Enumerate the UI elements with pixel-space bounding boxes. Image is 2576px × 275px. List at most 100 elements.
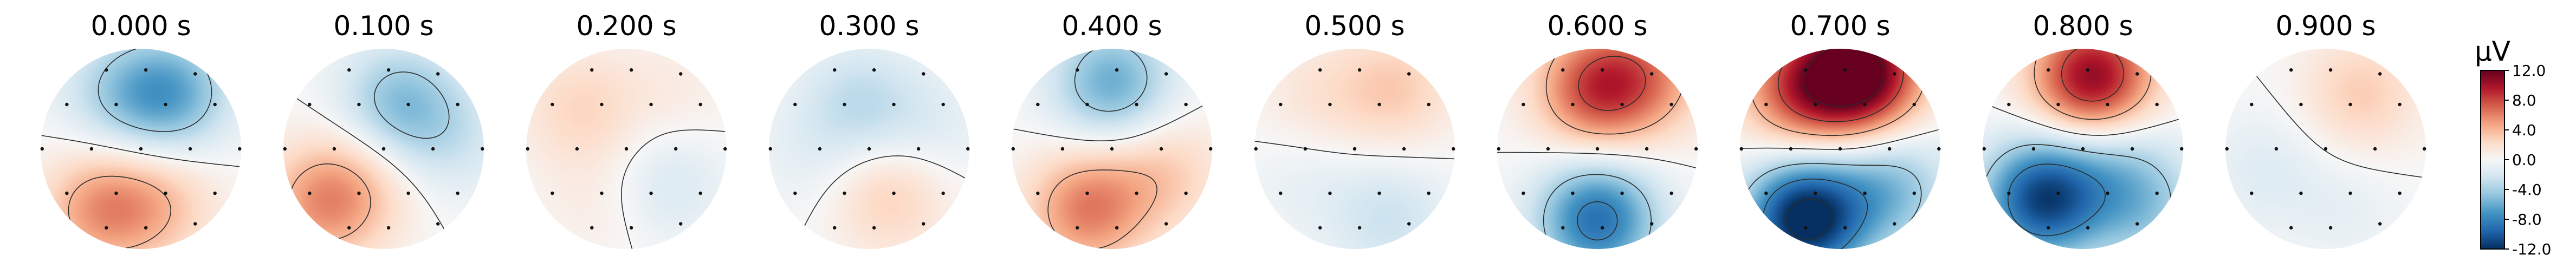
sensor-dot [1814,102,1817,107]
sensor-dot [723,147,727,151]
topomap-title: 0.700 s [1790,10,1890,42]
topomap-title: 0.400 s [1062,10,1162,42]
sensor-dot [40,147,44,151]
sensor-dot [2180,147,2184,151]
sensor-dot [1546,147,1550,151]
colorbar-tick-label: -8.0 [2512,211,2542,228]
sensor-dot [1620,191,1624,195]
sensor-dot [1645,147,1649,151]
sensor-dot [843,102,846,107]
colorbar-gradient [2481,70,2504,249]
sensor-dot [1076,226,1079,230]
sensor-dot [139,147,143,151]
sensor-dot [2328,68,2333,72]
colorbar-tick-label: 8.0 [2512,91,2536,109]
sensor-dot [867,147,871,151]
sensor-dot [629,226,633,230]
sensor-dot [1522,191,1525,195]
sensor-dot [431,147,435,151]
sensor-dot [1620,102,1624,107]
sensor-dot [1863,102,1867,107]
sensor-dot [2348,102,2352,107]
sensor-dot [406,191,410,195]
sensor-dot [308,102,312,107]
sensor-dot [793,191,797,195]
sensor-dot [164,191,167,195]
sensor-dot [238,147,242,151]
sensor-dot [2348,191,2352,195]
sensor-dot [2289,226,2293,230]
topomap-title: 0.200 s [576,10,676,42]
topomap-title: 0.900 s [2275,10,2376,42]
sensor-dot [213,191,217,195]
sensor-dot [698,102,702,107]
sensor-dot [2056,102,2060,107]
sensor-dot [941,191,945,195]
sensor-dot [2047,68,2050,72]
sensor-dot [105,226,108,230]
sensor-dot [1254,147,1258,151]
sensor-dot [456,191,459,195]
sensor-dot [1279,191,1283,195]
sensor-dot [386,226,391,230]
sensor-dot [2106,191,2109,195]
sensor-dot [1159,147,1163,151]
colorbar-tick-label: 4.0 [2512,121,2536,139]
sensor-dot [1427,191,1431,195]
sensor-dot [1209,147,1213,151]
sensor-dot [1764,191,1768,195]
sensor-dot [2135,222,2139,226]
sensor-dot [2398,102,2402,107]
sensor-dot [833,68,837,72]
sensor-dot [188,147,192,151]
colorbar-unit-label: µV [2475,36,2510,67]
sensor-dot [2423,147,2426,151]
sensor-dot [1669,102,1673,107]
sensor-dot [1452,147,1455,151]
colorbar-tick-label: 0.0 [2512,151,2536,169]
sensor-dot [1377,191,1381,195]
sensor-dot [1561,226,1565,230]
sensor-dot [2299,102,2303,107]
sensor-dot [1402,147,1406,151]
topomap-title: 0.800 s [2033,10,2133,42]
topomap-panel: 0.300 s [768,10,970,249]
sensor-dot [2047,226,2050,230]
sensor-dot [833,226,837,230]
sensor-dot [892,191,896,195]
sensor-dot [1357,68,1362,72]
sensor-dot [357,102,361,107]
topomap-panel: 0.000 s [40,10,242,249]
sensor-dot [1036,102,1040,107]
sensor-dot [679,72,683,76]
topomap-series: 0.000 s 0.100 s 0.200 s 0.300 s 0.400 s 0.500… [40,10,2426,249]
sensor-dot [1357,226,1362,230]
sensor-dot [1115,226,1119,230]
topomap-panel: 0.700 s [1739,10,1941,249]
sensor-dot [1843,226,1847,230]
sensor-dot [347,68,351,72]
sensor-dot [843,191,846,195]
sensor-dot [65,102,69,107]
sensor-dot [456,102,459,107]
sensor-dot [1804,68,1808,72]
sensor-dot [1407,72,1411,76]
sensor-dot [2323,147,2328,151]
sensor-dot [1036,191,1040,195]
topomap-panel: 0.900 s [2225,10,2426,249]
sensor-dot [1377,102,1381,107]
sensor-dot [1352,147,1357,151]
sensor-dot [283,147,287,151]
sensor-dot [1863,191,1867,195]
sensor-dot [381,147,386,151]
sensor-dot [2398,191,2402,195]
sensor-dot [1600,68,1604,72]
sensor-dot [1764,102,1768,107]
contour-lines [1254,141,1455,160]
topomap-panel: 0.100 s [283,10,484,249]
sensor-dot [1497,147,1500,151]
sensor-dot [144,226,148,230]
sensor-dot [922,72,925,76]
sensor-dot [600,102,604,107]
sensor-dot [551,102,554,107]
